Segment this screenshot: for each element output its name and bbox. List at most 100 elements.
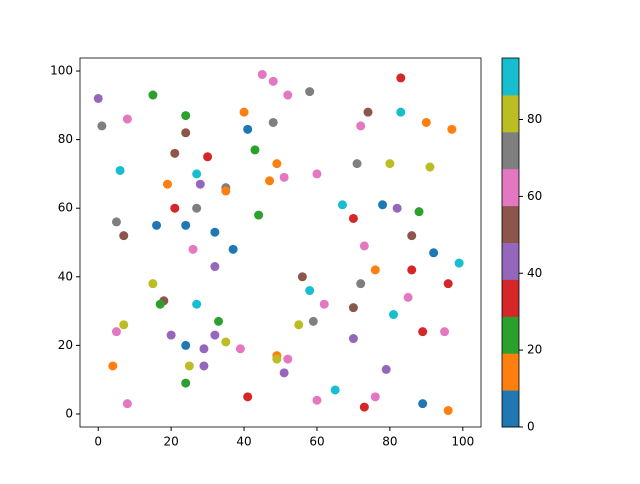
colorbar-segment — [502, 131, 519, 170]
point — [308, 316, 318, 326]
point — [447, 124, 457, 134]
point — [403, 292, 413, 302]
point — [272, 159, 282, 169]
point — [148, 90, 158, 100]
point — [148, 279, 158, 289]
point — [283, 354, 293, 364]
point — [239, 107, 249, 117]
point — [337, 200, 347, 210]
colorbar-tick-label: 60 — [527, 189, 542, 203]
point — [385, 159, 395, 169]
point — [268, 76, 278, 86]
point — [330, 385, 340, 395]
point — [203, 152, 213, 162]
point — [305, 87, 315, 97]
point — [359, 241, 369, 251]
point — [192, 203, 202, 213]
point — [119, 231, 129, 241]
point — [407, 265, 417, 275]
y-tick-label: 20 — [58, 338, 73, 352]
colorbar-tick-label: 40 — [527, 266, 542, 280]
colorbar-segment — [502, 316, 519, 354]
point — [407, 231, 417, 241]
point — [192, 299, 202, 309]
point — [356, 121, 366, 131]
point — [184, 361, 194, 371]
point — [199, 361, 209, 371]
point — [312, 395, 322, 405]
x-tick-label: 100 — [451, 435, 474, 449]
colorbar-tick-label: 0 — [527, 420, 535, 434]
point — [181, 378, 191, 388]
point — [319, 299, 329, 309]
point — [192, 169, 202, 179]
point — [283, 90, 293, 100]
point — [170, 148, 180, 158]
point — [111, 327, 121, 337]
point — [265, 176, 275, 186]
x-tick-label: 20 — [163, 435, 178, 449]
point — [421, 117, 431, 127]
point — [305, 286, 315, 296]
point — [454, 258, 464, 268]
point — [279, 172, 289, 182]
y-tick-label: 60 — [58, 201, 73, 215]
colorbar-segment — [502, 279, 519, 317]
point — [370, 392, 380, 402]
colorbar-segment — [502, 168, 519, 207]
point — [188, 244, 198, 254]
point — [359, 402, 369, 412]
point — [363, 107, 373, 117]
plot-frame — [79, 57, 482, 428]
point — [181, 111, 191, 121]
point — [97, 121, 107, 131]
point — [162, 179, 172, 189]
point — [348, 213, 358, 223]
point — [352, 159, 362, 169]
point — [155, 299, 165, 309]
y-tick-label: 0 — [65, 406, 73, 420]
point — [348, 303, 358, 313]
point — [210, 330, 220, 340]
point — [181, 220, 191, 230]
point — [414, 207, 424, 217]
point — [119, 320, 129, 330]
point — [199, 344, 209, 354]
colorbar-segment — [502, 94, 519, 133]
point — [312, 169, 322, 179]
point — [108, 361, 118, 371]
colorbar-tick-label: 80 — [527, 112, 542, 126]
x-tick-label: 60 — [309, 435, 324, 449]
point — [440, 327, 450, 337]
point — [381, 364, 391, 374]
point — [268, 117, 278, 127]
point — [396, 107, 406, 117]
point — [210, 227, 220, 237]
point — [418, 399, 428, 409]
point — [195, 179, 205, 189]
point — [370, 265, 380, 275]
point — [221, 337, 231, 347]
point — [111, 217, 121, 227]
colorbar-frame — [501, 57, 520, 428]
x-tick-label: 40 — [236, 435, 251, 449]
point — [214, 316, 224, 326]
colorbar-segment — [502, 353, 519, 391]
point — [272, 354, 282, 364]
point — [297, 272, 307, 282]
point — [115, 165, 125, 175]
point — [389, 310, 399, 320]
point — [181, 340, 191, 350]
point — [257, 69, 267, 79]
point — [235, 344, 245, 354]
point — [279, 368, 289, 378]
point — [429, 248, 439, 258]
colorbar-segment — [502, 242, 519, 280]
y-tick-label: 100 — [50, 64, 73, 78]
point — [170, 203, 180, 213]
colorbar-tick-label: 20 — [527, 343, 542, 357]
point — [425, 162, 435, 172]
point — [152, 220, 162, 230]
